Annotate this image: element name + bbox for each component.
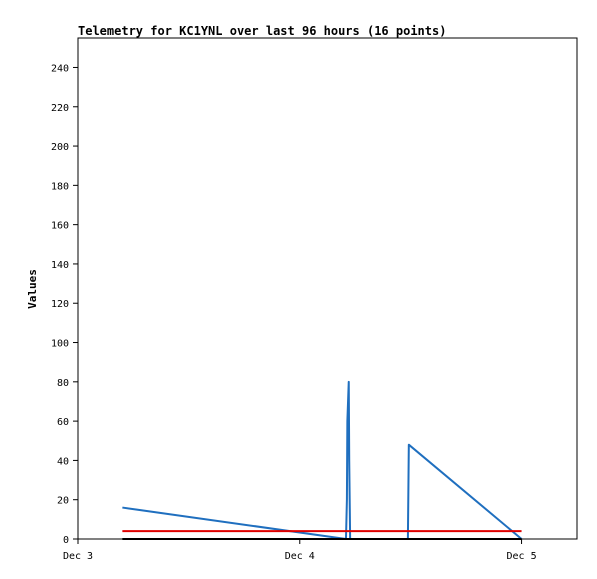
- y-tick-label: 120: [51, 299, 69, 310]
- y-tick-label: 100: [51, 339, 69, 350]
- y-tick-label: 60: [57, 417, 69, 428]
- y-tick-label: 80: [57, 378, 69, 389]
- y-tick-label: 180: [51, 181, 69, 192]
- y-tick-label: 160: [51, 221, 69, 232]
- series-layer: [122, 380, 523, 540]
- y-tick-label: 40: [57, 456, 69, 467]
- y-tick-label: 20: [57, 496, 69, 507]
- y-tick-label: 240: [51, 63, 69, 74]
- x-tick-label: Dec 3: [63, 551, 93, 562]
- x-axis: Dec 3 Dec 4 Dec 5: [63, 539, 537, 562]
- chart-title: Telemetry for KC1YNL over last 96 hours …: [78, 24, 446, 38]
- y-axis: 0 20 40 60 80 100 120 140 160 180 200 220 240: [51, 63, 78, 546]
- y-axis-label: Values: [26, 269, 39, 309]
- y-tick-label: 200: [51, 142, 69, 153]
- y-tick-label: 220: [51, 103, 69, 114]
- x-tick-label: Dec 4: [285, 551, 315, 562]
- y-tick-label: 140: [51, 260, 69, 271]
- series-line-0: [122, 380, 523, 540]
- x-tick-label: Dec 5: [507, 551, 537, 562]
- plot-frame: [77, 37, 578, 540]
- y-tick-label: 0: [63, 535, 69, 546]
